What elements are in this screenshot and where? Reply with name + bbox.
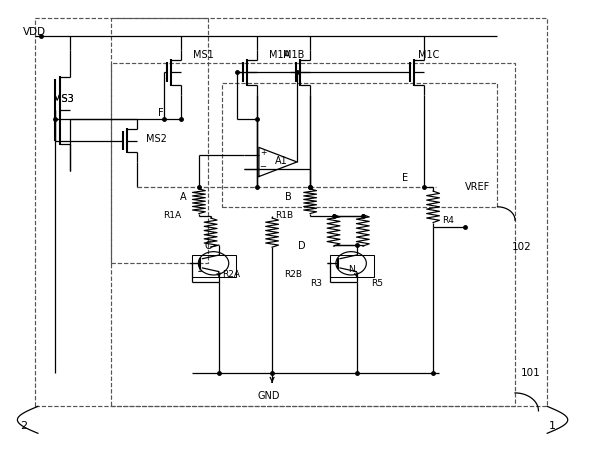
Text: 1: 1 xyxy=(549,421,556,431)
Text: N: N xyxy=(349,265,355,274)
Text: +: + xyxy=(260,148,266,157)
Text: C: C xyxy=(204,242,212,252)
Text: MS1: MS1 xyxy=(193,50,214,60)
Text: R2A: R2A xyxy=(222,270,241,279)
Text: MS3: MS3 xyxy=(53,94,73,104)
Text: M1C: M1C xyxy=(418,50,440,60)
Text: MS2: MS2 xyxy=(146,134,167,144)
Bar xyxy=(35,19,547,406)
Text: A1: A1 xyxy=(274,156,287,166)
Text: R4: R4 xyxy=(442,216,454,225)
Text: GND: GND xyxy=(258,391,280,401)
Bar xyxy=(111,63,515,406)
Text: R1A: R1A xyxy=(163,211,181,220)
Text: B: B xyxy=(285,192,292,202)
Text: F: F xyxy=(158,108,164,118)
Text: 1: 1 xyxy=(197,265,203,274)
Bar xyxy=(193,255,236,277)
Text: 101: 101 xyxy=(521,368,541,378)
Text: R1B: R1B xyxy=(275,211,294,220)
Text: 2: 2 xyxy=(20,421,27,431)
Text: R5: R5 xyxy=(372,279,384,287)
Text: M1B: M1B xyxy=(283,50,304,60)
Text: VDD: VDD xyxy=(23,27,46,37)
Text: −: − xyxy=(259,163,267,172)
Text: E: E xyxy=(402,173,408,183)
Text: 102: 102 xyxy=(512,242,532,252)
Bar xyxy=(111,19,207,263)
Text: A: A xyxy=(180,192,186,202)
Text: D: D xyxy=(298,242,306,252)
Text: M1A: M1A xyxy=(269,50,290,60)
Bar xyxy=(330,255,374,277)
Text: VREF: VREF xyxy=(465,182,491,192)
Text: R3: R3 xyxy=(310,279,322,287)
Text: MS3: MS3 xyxy=(53,94,73,104)
Bar xyxy=(222,84,498,207)
Text: R2B: R2B xyxy=(284,270,302,279)
